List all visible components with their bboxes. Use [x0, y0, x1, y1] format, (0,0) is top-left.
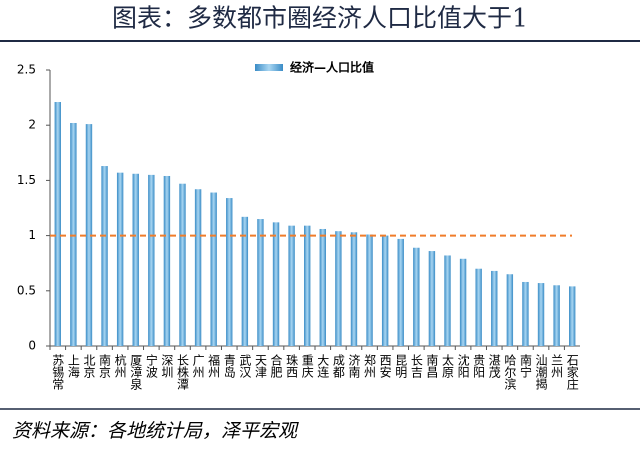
chart-title: 图表：多数都市圈经济人口比值大于1 — [112, 4, 528, 33]
x-tick-label: 南京 — [98, 353, 112, 379]
x-tick-label: 北京 — [82, 354, 96, 379]
legend-label: 经济—人口比值 — [290, 60, 374, 75]
bar — [350, 232, 358, 346]
x-tick-label: 上海 — [66, 354, 80, 378]
x-tick-label: 苏锡常 — [51, 354, 65, 391]
y-tick-label: 2.5 — [17, 63, 36, 77]
bar — [381, 235, 389, 346]
bar — [413, 247, 420, 346]
bar — [569, 286, 576, 346]
y-tick-label: 1 — [28, 228, 36, 242]
x-tick-label: 武汉 — [238, 354, 252, 378]
y-tick-label: 0.5 — [17, 283, 36, 297]
bar — [553, 285, 560, 346]
bar — [179, 183, 186, 346]
x-tick-label: 广州 — [191, 354, 205, 378]
x-tick-label: 汕潮揭 — [534, 354, 548, 391]
bar — [210, 192, 217, 346]
x-tick-label: 沈阳 — [456, 353, 470, 378]
source-note: 资料来源：各地统计局，泽平宏观 — [12, 420, 299, 442]
bar — [148, 174, 155, 346]
x-tick-label: 兰州 — [550, 354, 564, 378]
x-tick-label: 宁波 — [144, 353, 158, 379]
x-tick-label: 长株潭 — [176, 354, 190, 390]
bar — [335, 231, 342, 346]
y-tick-label: 0 — [28, 339, 36, 353]
bar — [194, 189, 202, 346]
bar — [116, 172, 124, 346]
bar — [226, 198, 233, 346]
x-tick-label: 长吉 — [409, 354, 423, 379]
x-tick-label: 太原 — [441, 353, 455, 378]
x-tick-label: 西安 — [378, 354, 392, 378]
y-tick-label: 1.5 — [17, 173, 36, 187]
bar — [319, 228, 326, 346]
bar — [132, 173, 139, 346]
x-tick-label: 湛茂 — [487, 354, 501, 378]
x-tick-label: 南宁 — [518, 353, 532, 378]
bar — [537, 283, 545, 346]
bar — [54, 102, 61, 347]
x-tick-label: 济南 — [347, 353, 361, 378]
x-tick-label: 深圳 — [160, 354, 174, 378]
bar — [85, 124, 93, 346]
x-tick-label: 贵阳 — [472, 354, 486, 378]
bar — [366, 234, 373, 346]
bar — [459, 258, 467, 346]
x-tick-label: 杭州 — [113, 353, 127, 378]
bar — [428, 251, 436, 346]
bar — [506, 274, 514, 346]
bar — [163, 175, 171, 346]
bar — [491, 270, 498, 346]
bar — [101, 166, 108, 346]
x-tick-label: 福州 — [207, 353, 221, 378]
bar — [70, 122, 77, 346]
bar — [288, 225, 295, 346]
x-tick-label: 大连 — [316, 354, 330, 379]
x-tick-label: 哈尔滨 — [503, 354, 517, 390]
x-tick-label: 成都 — [331, 354, 345, 378]
x-tick-label: 重庆 — [300, 354, 314, 378]
y-tick-label: 2 — [28, 118, 36, 132]
bar — [241, 216, 249, 346]
bar — [522, 281, 529, 346]
x-tick-label: 合肥 — [269, 353, 283, 378]
bar — [272, 222, 280, 346]
bar — [444, 255, 451, 346]
bar — [257, 219, 264, 346]
legend-marker — [255, 64, 283, 71]
x-tick-label: 青岛 — [222, 354, 236, 379]
bar — [475, 268, 482, 346]
x-tick-label: 昆明 — [394, 354, 408, 379]
x-tick-label: 天津 — [253, 354, 267, 378]
x-tick-label: 厦漳泉 — [129, 354, 143, 390]
bar — [304, 225, 311, 346]
x-tick-label: 石家庄 — [565, 354, 579, 391]
bar — [397, 238, 404, 346]
x-tick-label: 珠西 — [285, 354, 299, 378]
x-tick-label: 郑州 — [363, 353, 377, 378]
x-tick-label: 南昌 — [425, 353, 439, 378]
